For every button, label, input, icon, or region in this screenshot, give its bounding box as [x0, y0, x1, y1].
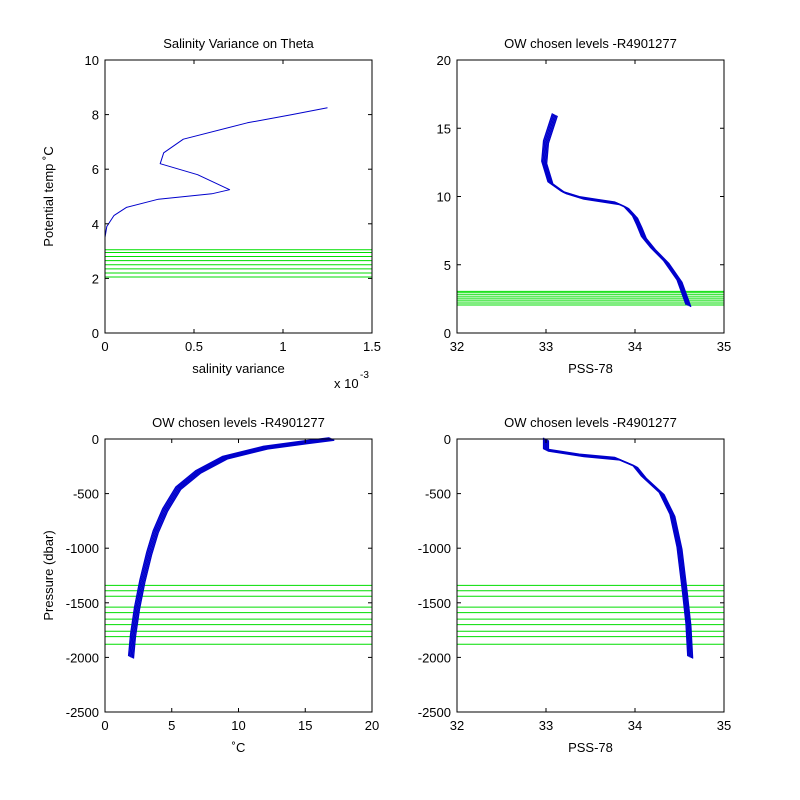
x-tick-label: 1.5 [363, 339, 381, 354]
x-tick-label: 0 [101, 339, 108, 354]
y-tick-label: -1500 [66, 596, 99, 611]
y-tick-label: 0 [444, 432, 451, 447]
y-tick-label: -1000 [418, 541, 451, 556]
y-tick-label: -1000 [66, 541, 99, 556]
x-tick-label: 1 [279, 339, 286, 354]
panel-theta-salinity: OW chosen levels -R4901277 PSS-78 32 33 34… [437, 36, 732, 376]
x-axis-label: ˚C [232, 740, 246, 755]
y-tick-label: -500 [425, 487, 451, 502]
y-tick-label: -500 [73, 487, 99, 502]
x-tick-label: 15 [298, 718, 312, 733]
data-series-line [104, 107, 328, 238]
y-tick-label: 20 [437, 53, 451, 68]
x-axis-label: PSS-78 [568, 361, 613, 376]
y-tick-label: 0 [92, 432, 99, 447]
x-tick-label: 32 [450, 718, 464, 733]
axes-box [456, 438, 725, 713]
plot-title: OW chosen levels -R4901277 [504, 36, 677, 51]
x-axis-label: salinity variance [192, 361, 285, 376]
y-tick-label: 15 [437, 121, 451, 136]
y-tick-label: -1500 [418, 596, 451, 611]
x-tick-label: 5 [168, 718, 175, 733]
panel-salinity-variance: Salinity Variance on Theta salinity vari… [41, 36, 381, 391]
y-tick-label: 10 [437, 190, 451, 205]
y-tick-label: 2 [92, 271, 99, 286]
x-tick-label: 35 [717, 718, 731, 733]
y-tick-label: -2000 [66, 650, 99, 665]
x-tick-label: 10 [231, 718, 245, 733]
y-axis-label: Pressure (dbar) [41, 530, 56, 620]
data-series-line [545, 115, 692, 308]
y-tick-label: 6 [92, 162, 99, 177]
y-tick-label: 4 [92, 217, 99, 232]
x-axis-exponent-value: -3 [360, 370, 369, 381]
x-tick-label: 33 [539, 718, 553, 733]
y-tick-label: -2500 [66, 705, 99, 720]
y-tick-label: 0 [444, 326, 451, 341]
x-tick-label: 0.5 [185, 339, 203, 354]
plot-title: OW chosen levels -R4901277 [504, 415, 677, 430]
y-tick-label: -2500 [418, 705, 451, 720]
y-tick-label: 0 [92, 326, 99, 341]
x-tick-label: 0 [101, 718, 108, 733]
y-axis-label: Potential temp ˚C [41, 146, 56, 246]
x-axis-exponent-label: x 10 [334, 376, 359, 391]
data-series-line [127, 437, 330, 657]
y-tick-label: 5 [444, 258, 451, 273]
panel-pressure-temperature: OW chosen levels -R4901277 ˚C Pressure (… [41, 415, 379, 755]
plot-title: OW chosen levels -R4901277 [152, 415, 325, 430]
x-tick-label: 34 [628, 339, 642, 354]
axes-box [104, 59, 373, 334]
data-series-line [131, 438, 334, 659]
x-tick-label: 34 [628, 718, 642, 733]
x-tick-label: 35 [717, 339, 731, 354]
panel-pressure-salinity: OW chosen levels -R4901277 PSS-78 32 33 34… [418, 415, 731, 755]
plot-title: Salinity Variance on Theta [163, 36, 314, 51]
data-series-line [132, 439, 335, 659]
y-tick-label: 8 [92, 108, 99, 123]
data-series-line [129, 437, 331, 657]
data-series-line [547, 440, 694, 659]
y-tick-label: 10 [85, 53, 99, 68]
x-axis-label: PSS-78 [568, 740, 613, 755]
data-series-line [130, 438, 332, 658]
y-tick-label: -2000 [418, 650, 451, 665]
x-tick-label: 33 [539, 339, 553, 354]
x-tick-label: 20 [365, 718, 379, 733]
x-tick-label: 32 [450, 339, 464, 354]
